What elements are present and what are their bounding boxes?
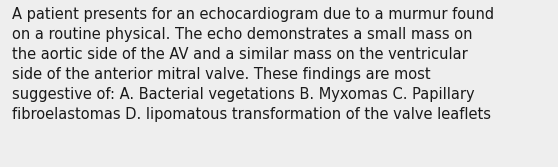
Text: A patient presents for an echocardiogram due to a murmur found
on a routine phys: A patient presents for an echocardiogram…: [12, 7, 494, 122]
